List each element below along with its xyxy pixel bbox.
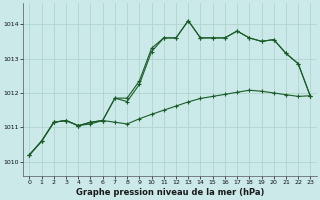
X-axis label: Graphe pression niveau de la mer (hPa): Graphe pression niveau de la mer (hPa) (76, 188, 264, 197)
